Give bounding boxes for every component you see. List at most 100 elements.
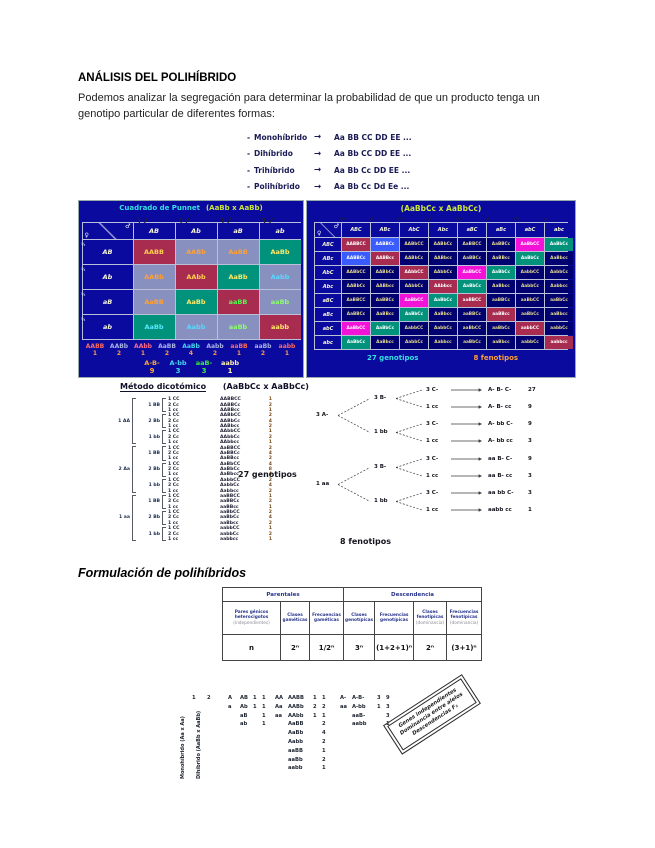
punnett-cell: aabbCC [516, 322, 544, 335]
punnett-cell: AABB [133, 240, 175, 264]
c-branch: 1 cc AABbcc 2 [168, 424, 272, 429]
genotype: AAbbCc [220, 434, 240, 440]
c-label: 1 CC [168, 397, 180, 403]
b-branch: 1 bb 1 CC aabbCC 1 2 Cc aabbCc 2 1 cc aabbcc 1 [138, 526, 272, 542]
phenotype-count: 9 [528, 403, 532, 410]
c-label: 1 CC [168, 461, 180, 467]
c-label: 2 Cc [168, 418, 179, 424]
c-label: 1 cc [168, 472, 179, 478]
c-column: 1 CC aaBbCC 2 2 Cc aaBbCc 4 1 cc aaBbcc 2 [168, 510, 272, 526]
example-value: aa [275, 712, 283, 719]
c-column: 1 CC AaBbCC 4 2 Cc AaBbCc 8 1 cc AaBbcc 4 [168, 462, 272, 478]
b-label: 1 bb [148, 531, 160, 537]
genotype: AABbCC [220, 413, 241, 419]
example-value: 2 [313, 703, 317, 710]
intro-line-2: genotipo particular de diferentes formas… [78, 108, 275, 120]
example-value: ab [240, 721, 248, 728]
genotype: AaBbCC [220, 461, 241, 467]
hybrid-genotype: Aa Bb Cc DD EE ... [334, 165, 411, 175]
genotype-count: 1 [268, 407, 272, 413]
example-value: 1 [313, 695, 317, 701]
formulacion-table: Parentales Descendencia Pares génicos heter… [222, 587, 483, 661]
punnett-cell: AABBCc [342, 252, 370, 265]
punnett-cell: AABbCc [342, 280, 370, 293]
genotype-label: AABb [109, 343, 129, 350]
col-gamete-header: abC [516, 223, 544, 237]
punnett-cell: AabbCc [516, 280, 544, 293]
bracket [162, 398, 166, 413]
example-value: Ab [240, 703, 248, 710]
vertical-label-monohibrido: Monohíbrido (Aa x Aa) [180, 716, 186, 779]
a-branch: 2 Aa 1 BB 1 CC AaBBCC 2 2 Cc AaBBCc 4 1 cc AaBBcc… [106, 445, 272, 494]
punnett-cell: aabbcc [545, 336, 573, 349]
example-value: 3 [386, 703, 390, 710]
punnett-right-cross: (AaBbCc x AaBbCc) [400, 204, 482, 213]
genotype-count: 2 [268, 445, 272, 451]
genotypes-label: 27 genotipos [367, 354, 419, 362]
c-node: 1 cc [426, 506, 439, 513]
genotype-count: 2 [268, 531, 272, 537]
genotype: AABBCC [220, 397, 241, 403]
b-node: 3 B- [374, 395, 387, 401]
punnett-cell: aaBBCc [487, 294, 515, 307]
example-di-col: AB Ab aB ab [240, 694, 248, 729]
c-label: 1 cc [168, 424, 179, 430]
example-value: 1 [313, 712, 317, 719]
example-value: aaBB [288, 747, 303, 754]
c-branch: 1 CC AABbCC 2 [168, 413, 272, 418]
vertical-label-dihibrido: Dihíbrido (AaBb x AaBb) [196, 710, 202, 779]
hybrid-bullet: - [247, 165, 251, 175]
c-label: 1 CC [168, 429, 180, 435]
c-branch: 2 Cc AabbCc 4 [168, 483, 272, 488]
example-value: AABB [288, 695, 304, 701]
example-value: 2 [322, 721, 326, 728]
male-icon: ♂ [125, 223, 131, 230]
example-value: 2 [207, 695, 211, 701]
punnett-cell: AaBbCc [545, 238, 573, 251]
genotype: aaBbCC [220, 510, 240, 516]
c-label: 2 Cc [168, 531, 179, 537]
phenotypes-count-label: 8 fenotipos [340, 537, 391, 546]
example-value: aa [340, 703, 348, 710]
c-label: 2 Cc [168, 402, 179, 408]
bracket [162, 527, 166, 542]
phenotype-tree: 3 A- 1 aa 3 B- 1 bb 3 B- 1 bb 3 C- A- B- C- 27 1 … [298, 382, 566, 532]
punnett-cell: AABbCc [429, 238, 457, 251]
phenotype-label: aabb [220, 359, 240, 367]
c-label: 2 Cc [168, 515, 179, 521]
genotype-label: Aabb [206, 343, 224, 350]
c-branch: 1 cc AaBBcc 2 [168, 456, 272, 461]
formula-cell: (3+1)ⁿ [446, 634, 483, 661]
col-fraction: 1/8 [455, 216, 462, 221]
example-mono-col: 1 2 1 [313, 694, 317, 720]
punnett-cell: AaBbcc [429, 308, 457, 321]
punnett-cell: AaBBcc [487, 252, 515, 265]
genotype-count: 4 [268, 418, 272, 424]
tree-connector-lines [337, 388, 482, 512]
genotype: aabbCC [220, 526, 240, 532]
punnett-cell: Aabbcc [429, 336, 457, 349]
c-branch: 1 CC aaBBCC 1 [168, 494, 272, 499]
c-branch: 1 CC aaBbCC 2 [168, 510, 272, 515]
bottom-labels: 27 genotipos 8 fenotipos [307, 354, 575, 362]
example-value: A [228, 695, 233, 701]
column-header: Clases fenotípicas (dominancia) [413, 601, 448, 635]
genotype-count: 4 [268, 483, 272, 489]
example-mono-col: A-aa [340, 694, 347, 712]
punnett-cell: aaBbcc [545, 308, 573, 321]
col-fraction: ¼ [261, 215, 303, 234]
punnett-cell: AaBBCC [458, 238, 486, 251]
c-branch: 2 Cc aaBBCc 2 [168, 499, 272, 504]
example-di-col: 2 [207, 694, 211, 703]
genotype: AAbbCC [220, 429, 241, 435]
c-label: 1 CC [168, 445, 180, 451]
b-column: 1 BB 1 CC AaBBCC 2 2 Cc AaBBCc 4 1 cc AaBBcc 2 2 B… [138, 445, 272, 494]
punnett-cell: AaBBCc [458, 252, 486, 265]
col-gamete-header: ab [259, 223, 301, 239]
punnett-cell: AaBbCC [516, 238, 544, 251]
punnett-cell: AaBbCC [458, 266, 486, 279]
formula-cell: 2ⁿ [280, 634, 310, 661]
phenotype-result: aabb cc [488, 506, 512, 513]
phenotype-result: A- bb C- [488, 420, 513, 427]
arrow-icon: → [314, 165, 322, 176]
